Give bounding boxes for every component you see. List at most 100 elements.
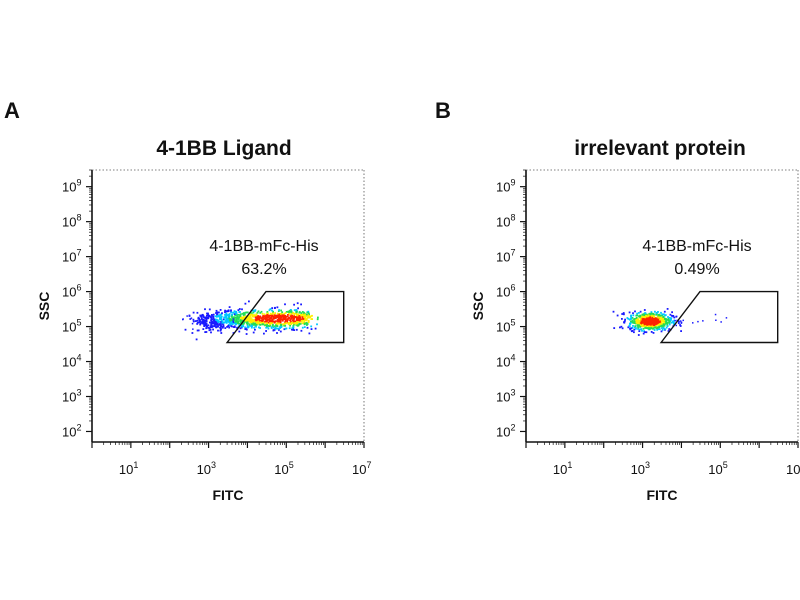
event-dot xyxy=(203,322,205,324)
event-dot xyxy=(239,315,242,317)
y-tick-label: 107 xyxy=(62,248,81,265)
event-dot xyxy=(295,310,298,313)
event-dot xyxy=(653,316,655,318)
panel-b: B irrelevant protein 1021031041051061071… xyxy=(435,98,800,503)
event-dot xyxy=(642,316,645,319)
event-dot xyxy=(643,314,646,317)
event-dot xyxy=(310,328,313,330)
event-dot xyxy=(630,327,633,330)
event-dot xyxy=(226,326,228,328)
event-dot xyxy=(656,321,659,323)
event-dot xyxy=(644,325,647,328)
event-dot xyxy=(229,323,232,326)
event-dot xyxy=(223,316,225,319)
event-dot xyxy=(205,320,208,323)
event-dot xyxy=(255,318,258,320)
event-dot xyxy=(189,318,192,320)
event-dot xyxy=(225,322,228,324)
event-dot xyxy=(241,319,244,322)
event-dot xyxy=(241,316,244,319)
event-dot xyxy=(294,322,296,324)
event-dot xyxy=(272,313,275,316)
event-dot xyxy=(612,310,615,313)
event-dot xyxy=(241,308,243,311)
event-dot xyxy=(199,323,202,326)
event-dot xyxy=(657,315,660,317)
event-dot xyxy=(279,320,282,323)
event-dot xyxy=(216,313,219,315)
event-dot xyxy=(636,314,639,317)
event-dot xyxy=(299,317,301,320)
event-dot xyxy=(278,316,281,319)
event-dot xyxy=(658,328,661,330)
event-dot xyxy=(661,327,663,329)
event-dot xyxy=(253,314,256,316)
event-dot xyxy=(645,326,648,328)
event-dot xyxy=(250,325,252,327)
event-dot xyxy=(657,316,660,319)
event-dot xyxy=(653,326,656,329)
event-dot xyxy=(205,324,207,327)
event-dot xyxy=(637,318,640,321)
event-dot xyxy=(217,325,220,327)
event-dot xyxy=(657,317,660,320)
event-dot xyxy=(633,321,635,324)
y-tick-label: 109 xyxy=(62,178,81,195)
gate-name-label: 4-1BB-mFc-His xyxy=(209,238,318,255)
event-dot xyxy=(271,312,274,315)
event-dot xyxy=(296,317,298,320)
event-dot xyxy=(298,319,301,322)
y-tick-label: 107 xyxy=(496,248,515,265)
event-dot xyxy=(306,326,309,329)
event-dot xyxy=(650,326,652,329)
event-dot xyxy=(672,320,675,323)
event-dot xyxy=(640,325,643,327)
event-dot xyxy=(280,315,283,317)
y-axis-label: SSC xyxy=(470,292,486,321)
event-dot xyxy=(663,313,665,316)
event-dot xyxy=(635,327,637,330)
event-dot xyxy=(210,318,213,321)
event-dot xyxy=(664,318,667,320)
event-dot xyxy=(225,312,228,315)
event-dot xyxy=(297,316,300,319)
event-dot xyxy=(238,322,241,325)
event-dot xyxy=(205,325,208,328)
event-dot xyxy=(655,317,658,320)
event-dot xyxy=(201,322,204,324)
event-dot xyxy=(290,310,293,312)
event-dot xyxy=(300,318,302,321)
event-dot xyxy=(692,322,694,324)
event-dot xyxy=(202,319,205,322)
event-dot xyxy=(640,322,643,325)
event-dot xyxy=(268,318,270,321)
event-dot xyxy=(265,317,268,320)
event-dot xyxy=(262,323,264,326)
event-dot xyxy=(254,309,257,311)
event-dot xyxy=(673,316,676,319)
event-dot xyxy=(661,324,664,327)
event-dot xyxy=(613,327,616,329)
event-dot xyxy=(635,319,637,321)
event-dot xyxy=(664,314,667,316)
event-dot xyxy=(248,325,250,328)
event-dot xyxy=(203,320,206,323)
event-dot xyxy=(633,318,636,320)
event-dot xyxy=(238,311,241,313)
event-dot xyxy=(228,326,231,329)
event-dot xyxy=(283,316,286,319)
event-dot xyxy=(251,315,254,318)
event-dot xyxy=(274,325,276,328)
event-dot xyxy=(657,314,660,316)
event-dot xyxy=(306,324,308,326)
event-dot xyxy=(212,328,214,331)
event-dot xyxy=(239,327,242,330)
event-dot xyxy=(662,318,664,320)
event-dot xyxy=(663,327,665,330)
event-dot xyxy=(206,314,208,317)
event-dot xyxy=(252,311,255,314)
event-dot xyxy=(233,316,236,319)
x-tick-label: 103 xyxy=(197,460,216,477)
event-dot xyxy=(232,311,235,314)
event-dot xyxy=(244,316,246,319)
